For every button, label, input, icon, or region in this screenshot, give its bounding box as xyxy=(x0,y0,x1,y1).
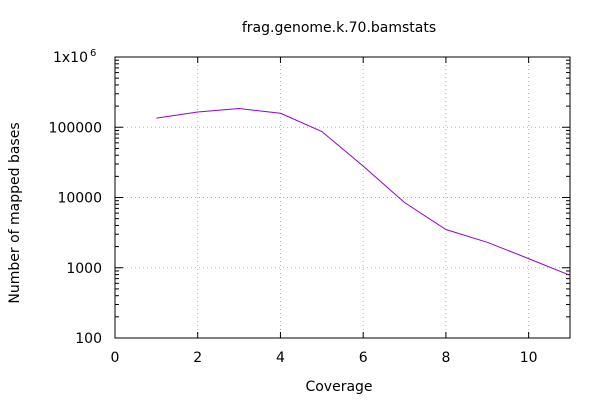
y-tick-exponent: 6 xyxy=(90,48,96,59)
chart-title: frag.genome.k.70.bamstats xyxy=(242,20,436,36)
y-tick-label: 1x10 xyxy=(53,50,88,66)
x-axis-label: Coverage xyxy=(305,379,372,395)
x-tick-label: 4 xyxy=(276,350,285,366)
x-tick-label: 2 xyxy=(193,350,202,366)
y-tick-label: 10000 xyxy=(57,191,102,207)
y-tick-label: 100 xyxy=(75,331,102,347)
y-tick-label: 100000 xyxy=(49,120,102,136)
y-tick-label: 1000 xyxy=(66,261,102,277)
series xyxy=(156,107,571,276)
grid xyxy=(115,57,570,338)
ticks xyxy=(114,56,570,339)
x-tick-label: 0 xyxy=(111,350,120,366)
x-tick-label: 6 xyxy=(359,350,368,366)
series-line xyxy=(156,107,571,276)
y-axis-label: Number of mapped bases xyxy=(7,122,23,303)
x-tick-label: 10 xyxy=(520,350,538,366)
x-tick-label: 8 xyxy=(441,350,450,366)
